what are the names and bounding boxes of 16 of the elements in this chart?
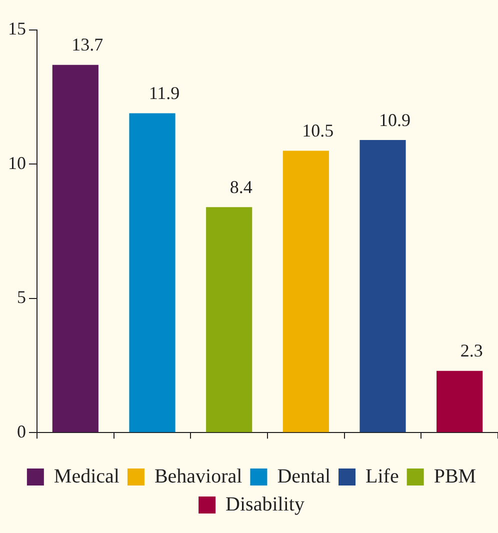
data-label: 10.9: [379, 110, 410, 130]
legend-label: Behavioral: [154, 465, 243, 488]
legend-label: Disability: [226, 493, 304, 516]
legend-label: PBM: [434, 465, 476, 488]
data-label: 2.3: [460, 340, 483, 361]
y-tick-label: 15: [8, 18, 26, 39]
y-tick-label: 0: [17, 421, 26, 442]
legend-label: Dental: [277, 465, 331, 488]
legend-label: Medical: [54, 465, 120, 488]
data-label: 10.5: [302, 120, 334, 141]
data-label: 8.4: [230, 176, 252, 197]
legend-label: Life: [366, 465, 399, 488]
y-tick-label: 10: [8, 152, 26, 173]
data-label: 11.9: [148, 82, 180, 103]
y-tick-label: 5: [17, 287, 26, 308]
data-label: 13.7: [72, 34, 104, 55]
